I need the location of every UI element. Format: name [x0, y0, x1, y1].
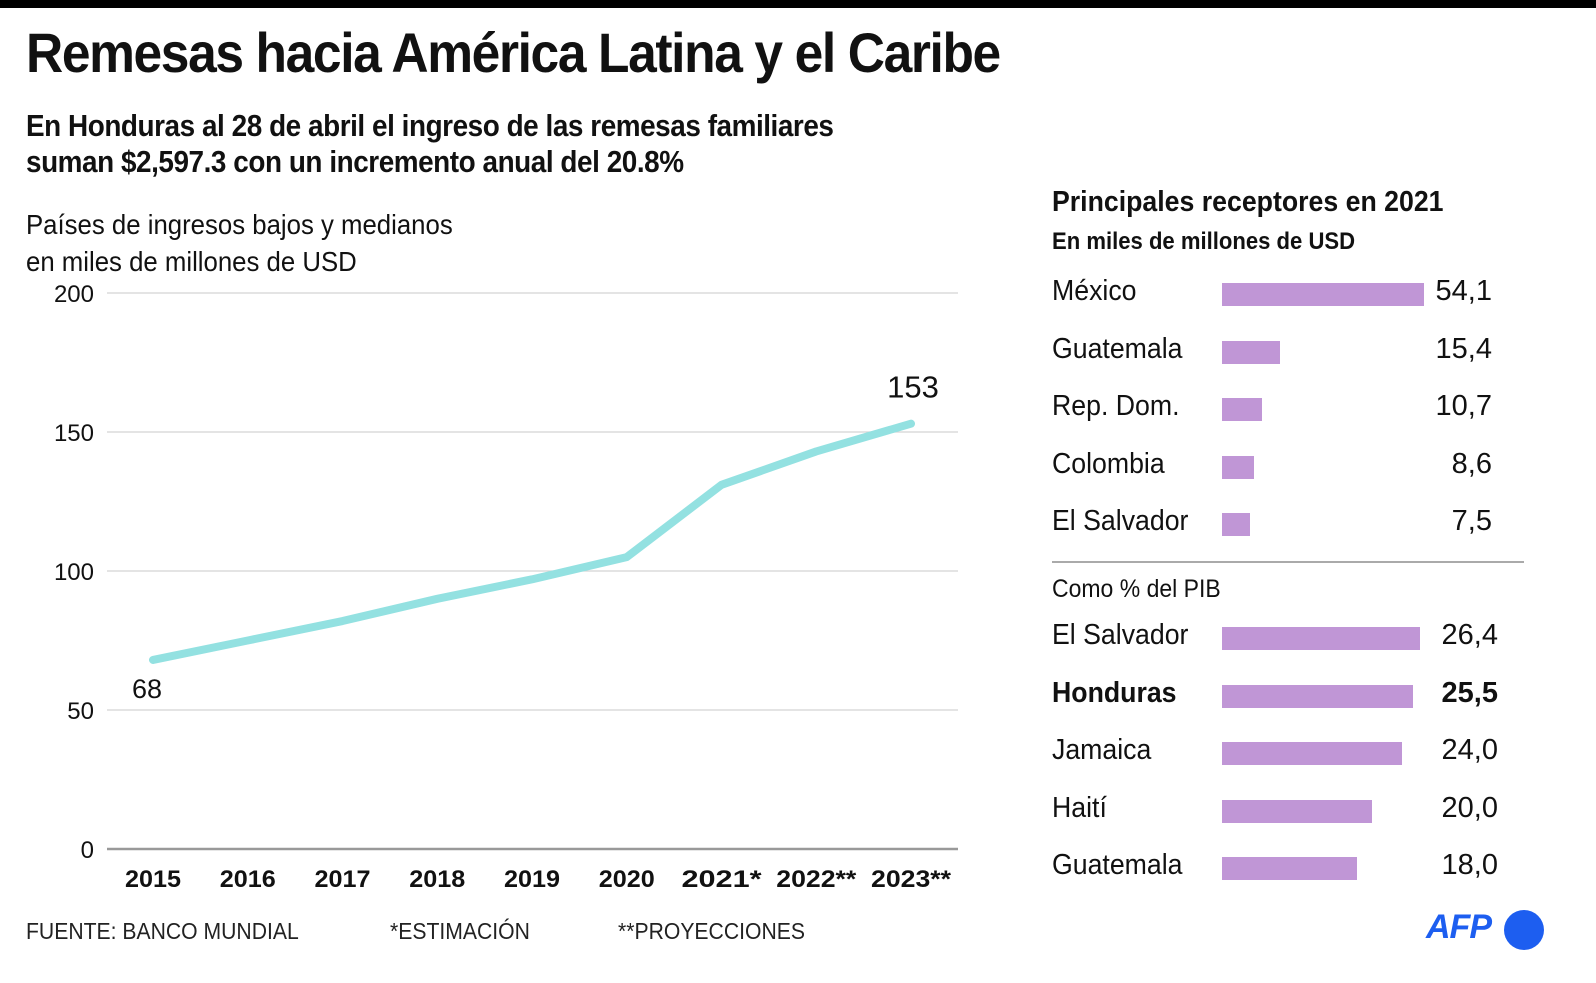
- x-tick-label: 2022**: [776, 866, 857, 893]
- top-bar: [0, 0, 1596, 8]
- y-tick-label: 50: [67, 698, 94, 725]
- y-tick-label: 100: [54, 559, 94, 586]
- bar-value-label: 20,0: [1441, 791, 1498, 824]
- bar-value-label: 24,0: [1441, 734, 1498, 766]
- bar-label: El Salvador: [1052, 505, 1189, 537]
- line-chart-subtitle: en miles de millones de USD: [26, 246, 357, 277]
- estimate-note: *ESTIMACIÓN: [390, 918, 530, 944]
- bar-row: Colombia 8,6: [1052, 446, 1552, 486]
- afp-logo-dot-icon: [1504, 910, 1544, 950]
- bar: [1222, 684, 1414, 708]
- bar: [1222, 398, 1262, 421]
- afp-logo: AFP: [1426, 908, 1492, 946]
- x-tick-label: 2019: [504, 866, 560, 893]
- x-tick-label: 2017: [315, 866, 371, 893]
- y-tick-label: 0: [81, 837, 94, 864]
- line-chart-description: Países de ingresos bajos y medianos en m…: [26, 206, 453, 280]
- bar-label: México: [1052, 275, 1137, 307]
- bar: [1222, 627, 1420, 650]
- bar-row: Jamaica 24,0: [1052, 732, 1552, 772]
- line-chart: 0 50 100 150 200 2015 2016 2017 2018 2019 2020 2021…: [54, 281, 958, 893]
- x-tick-label: 2020: [599, 866, 655, 893]
- page-title: Remesas hacia América Latina y el Caribe: [26, 21, 1001, 84]
- bar-row: El Salvador 26,4: [1052, 617, 1552, 657]
- data-label: 68: [132, 674, 162, 704]
- bar-value-label: 25,5: [1441, 676, 1498, 709]
- bar: [1222, 742, 1402, 765]
- bar-value-label: 8,6: [1451, 447, 1492, 480]
- bar-value-label: 10,7: [1435, 390, 1492, 422]
- page-subtitle: En Honduras al 28 de abril el ingreso de…: [26, 108, 834, 180]
- receptors-title: Principales receptores en 2021: [1052, 186, 1444, 218]
- subtitle-line-1: En Honduras al 28 de abril el ingreso de…: [26, 108, 834, 143]
- bar-row: Haití 20,0: [1052, 790, 1552, 830]
- bar: [1222, 455, 1255, 479]
- line-chart-title: Países de ingresos bajos y medianos: [26, 209, 453, 240]
- source-note: FUENTE: BANCO MUNDIAL: [26, 918, 299, 944]
- x-tick-label: 2023**: [871, 866, 952, 893]
- bar: [1222, 340, 1280, 364]
- projection-note: **PROYECCIONES: [618, 918, 805, 944]
- bar-row: Rep. Dom. 10,7: [1052, 388, 1552, 428]
- bar-label: Colombia: [1052, 447, 1165, 480]
- pib-title: Como % del PIB: [1052, 575, 1221, 603]
- bar-row: Guatemala 15,4: [1052, 331, 1552, 371]
- bar-label: El Salvador: [1052, 619, 1189, 651]
- bar-label: Honduras: [1052, 676, 1177, 709]
- data-label: 153: [887, 370, 939, 405]
- bar-value-label: 26,4: [1441, 619, 1498, 651]
- subtitle-line-2: suman $2,597.3 con un incremento anual d…: [26, 144, 684, 179]
- section-divider: [1052, 561, 1524, 563]
- bar: [1222, 857, 1357, 880]
- bar-label: Guatemala: [1052, 849, 1183, 881]
- x-tick-label: 2018: [409, 866, 465, 893]
- bar-row: Honduras 25,5: [1052, 675, 1552, 715]
- x-tick-label: 2016: [220, 866, 276, 893]
- bar-value-label: 7,5: [1451, 505, 1492, 537]
- bar-value-label: 54,1: [1435, 275, 1492, 307]
- bar-row: Guatemala 18,0: [1052, 847, 1552, 887]
- receptors-subtitle: En miles de millones de USD: [1052, 228, 1356, 255]
- bar-value-label: 18,0: [1441, 849, 1498, 881]
- series-line: [149, 419, 915, 664]
- bar: [1222, 283, 1424, 306]
- bar-row: México 54,1: [1052, 273, 1552, 313]
- bar-label: Guatemala: [1052, 332, 1183, 365]
- bar-label: Jamaica: [1052, 734, 1152, 766]
- bar-value-label: 15,4: [1435, 332, 1492, 365]
- y-tick-label: 200: [54, 281, 94, 308]
- bar-row: El Salvador 7,5: [1052, 503, 1552, 543]
- x-tick-label: 2021*: [682, 866, 763, 893]
- y-tick-label: 150: [54, 420, 94, 447]
- bar: [1222, 513, 1250, 536]
- x-tick-label: 2015: [125, 866, 181, 893]
- bar-label: Rep. Dom.: [1052, 390, 1180, 422]
- bar-label: Haití: [1052, 791, 1107, 824]
- bar: [1222, 799, 1372, 823]
